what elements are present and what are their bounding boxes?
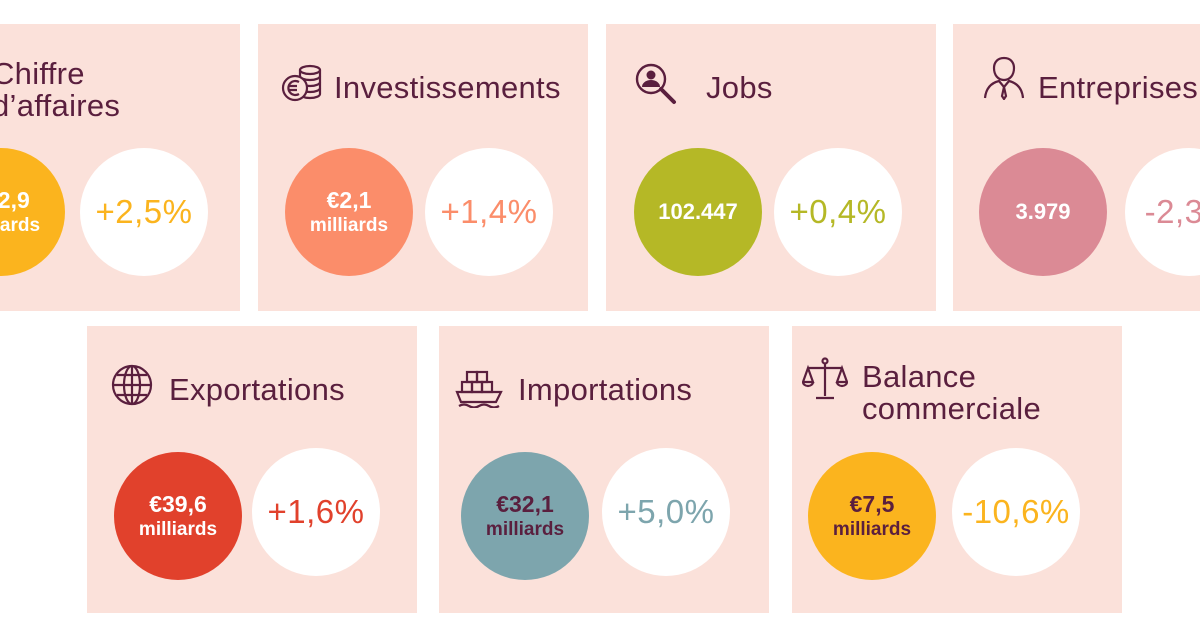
card-title-line2: d’affaires [0, 88, 121, 123]
value-unit: milliards [0, 215, 41, 236]
change-circle: +0,4% [774, 148, 902, 276]
change-circle: -10,6% [952, 448, 1080, 576]
card-title-line1: Investissements [334, 70, 561, 105]
search-person-icon [635, 63, 676, 104]
change-value: +2,5% [95, 193, 193, 230]
card-jobs: Jobs 102.447 +0,4% [606, 24, 936, 311]
value-unit: milliards [485, 519, 565, 540]
value-circle: €2,1 milliards [285, 148, 413, 276]
value-amount: €32,1 [496, 491, 554, 517]
value-amount: 102.447 [658, 199, 738, 224]
value-unit: milliards [138, 519, 218, 540]
change-value: +0,4% [789, 193, 887, 230]
change-circle: -2,3% [1125, 148, 1200, 276]
card-entreprises: Entreprises 3.979 -2,3% [953, 24, 1200, 311]
card-title-line1: Chiffre [0, 56, 85, 91]
change-value: -10,6% [962, 493, 1070, 530]
card-title: Chiffre d’affaires [0, 58, 120, 122]
value-amount: €32,9 [0, 187, 30, 213]
card-title-line2: commerciale [862, 391, 1042, 426]
value-unit: milliards [832, 519, 912, 540]
change-circle: +5,0% [602, 448, 730, 576]
value-unit: milliards [309, 215, 389, 236]
value-amount: €39,6 [149, 491, 207, 517]
value-circle: €7,5 milliards [808, 452, 936, 580]
change-value: +1,6% [267, 493, 365, 530]
change-value: +1,4% [440, 193, 538, 230]
value-amount: €2,1 [326, 187, 372, 213]
card-title-line1: Entreprises [1038, 70, 1199, 105]
change-value: -2,3% [1144, 193, 1200, 230]
coins-euro-icon [281, 64, 322, 102]
change-value: +5,0% [617, 493, 715, 530]
change-circle: +1,6% [252, 448, 380, 576]
value-circle: 102.447 [634, 148, 762, 276]
card-exportations: Exportations €39,6 milliards +1,6% [87, 326, 417, 613]
card-title: Importations [518, 374, 692, 406]
card-title-line1: Exportations [169, 372, 345, 407]
value-amount: 3.979 [1015, 199, 1071, 224]
card-title-line1: Importations [518, 372, 693, 407]
card-title: Entreprises [1038, 72, 1198, 104]
card-title-line1: Jobs [706, 70, 773, 105]
card-balance-commerciale: Balance commerciale €7,5 milliards -10,6… [792, 326, 1122, 613]
card-chiffre-affaires: Chiffre d’affaires €32,9 milliards +2,5% [0, 24, 240, 311]
value-amount: €7,5 [849, 491, 895, 517]
change-circle: +1,4% [425, 148, 553, 276]
value-circle: €32,9 milliards [0, 148, 65, 276]
card-title: Exportations [169, 374, 345, 406]
value-circle: 3.979 [979, 148, 1107, 276]
value-circle: €32,1 milliards [461, 452, 589, 580]
card-title: Jobs [706, 72, 773, 104]
card-title: Balance commerciale [862, 361, 1041, 425]
cargo-ship-icon [455, 370, 503, 408]
card-title-line1: Balance [862, 359, 977, 394]
businessperson-icon [983, 56, 1025, 100]
card-investissements: Investissements €2,1 milliards +1,4% [258, 24, 588, 311]
value-circle: €39,6 milliards [114, 452, 242, 580]
change-circle: +2,5% [80, 148, 208, 276]
scales-icon [802, 357, 848, 400]
globe-icon [111, 364, 153, 406]
card-importations: Importations €32,1 milliards +5,0% [439, 326, 769, 613]
card-title: Investissements [334, 72, 561, 104]
